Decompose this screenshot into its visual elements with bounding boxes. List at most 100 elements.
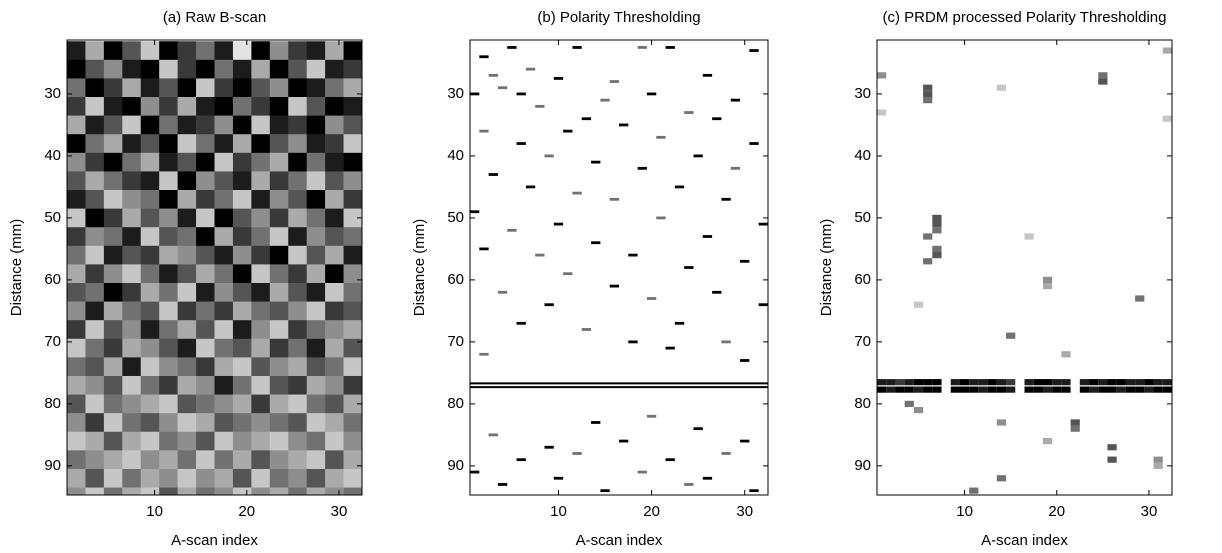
heat-cell	[232, 357, 252, 377]
y-axis-label: Distance (mm)	[8, 219, 25, 317]
heat-cell	[306, 41, 326, 61]
heat-cell	[196, 171, 215, 191]
heat-cell	[214, 375, 234, 395]
heat-cell	[288, 97, 307, 116]
heat-cell	[251, 59, 271, 79]
heat-cell	[251, 394, 271, 414]
heat-cell	[269, 59, 289, 79]
heat-cell	[85, 115, 105, 135]
heat-cell	[122, 338, 142, 358]
heat-cell	[932, 227, 942, 234]
heat-cell	[232, 208, 252, 228]
heat-cell	[343, 41, 363, 61]
heat-cell	[895, 379, 905, 386]
heat-cell	[122, 264, 142, 284]
y-tick-label: 30	[44, 85, 61, 102]
heat-cell	[159, 468, 178, 488]
heat-cell	[251, 208, 271, 228]
heat-cell	[306, 301, 326, 321]
heat-cell	[1024, 386, 1034, 393]
heat-cell	[1024, 379, 1034, 386]
heat-cell	[1135, 295, 1145, 302]
heat-cell	[103, 245, 123, 265]
heat-cell	[214, 487, 234, 496]
plot-frame	[876, 39, 1173, 496]
heat-cell	[288, 338, 307, 358]
heat-cell	[343, 208, 363, 228]
heat-cell	[288, 78, 307, 98]
heat-cell	[196, 78, 215, 98]
heat-cell	[103, 301, 123, 321]
heat-cell	[103, 59, 123, 79]
heat-cell	[749, 489, 759, 493]
heat-cell	[103, 190, 123, 209]
heat-cell	[343, 115, 363, 135]
heat-cell	[609, 284, 619, 288]
heat-cell	[159, 375, 178, 395]
x-axis-label: A-scan index	[576, 532, 663, 549]
heat-cell	[85, 282, 105, 302]
heat-cell	[103, 152, 123, 172]
heat-cell	[343, 264, 363, 284]
heat-cell	[525, 185, 536, 189]
heat-cell	[159, 59, 178, 79]
heat-cell	[122, 78, 142, 98]
heat-cell	[544, 154, 554, 158]
heat-cell	[895, 386, 905, 393]
heat-cell	[343, 338, 363, 358]
heat-cell	[140, 190, 160, 209]
heat-cell	[177, 190, 197, 209]
heat-cell	[177, 152, 197, 172]
heat-cell	[609, 80, 619, 83]
heat-cell	[140, 134, 160, 154]
heat-cell	[251, 301, 271, 321]
heat-cell	[232, 450, 252, 470]
heat-cell	[923, 90, 933, 98]
heat-cell	[251, 357, 271, 377]
heat-cell	[1144, 379, 1154, 386]
heat-cell	[288, 41, 307, 61]
heat-cell	[637, 46, 647, 49]
heat-cell	[196, 59, 215, 79]
heat-cell	[479, 55, 489, 59]
heat-cell	[563, 272, 573, 276]
heat-cell	[343, 487, 363, 496]
heat-cell	[196, 375, 215, 395]
panel-title: (b) Polarity Thresholding	[537, 9, 700, 26]
heat-cell	[288, 59, 307, 79]
heat-cell	[177, 227, 197, 247]
heat-cell	[1116, 379, 1126, 386]
heat-cell	[85, 301, 105, 321]
heat-cell	[325, 171, 344, 191]
heat-cell	[251, 487, 271, 496]
heat-cell	[122, 301, 142, 321]
heat-cell	[1162, 386, 1172, 393]
heat-cell	[67, 190, 86, 209]
heat-cell	[325, 134, 344, 154]
heat-cell	[288, 115, 307, 135]
heat-cell	[214, 115, 234, 135]
heat-cell	[904, 386, 914, 393]
heat-cell	[581, 328, 592, 331]
heat-cell	[269, 450, 289, 470]
heat-cell	[674, 321, 685, 325]
heat-cell	[85, 97, 105, 116]
y-tick-label: 30	[854, 85, 871, 102]
heat-cell	[343, 97, 363, 116]
heat-cell	[269, 282, 289, 302]
heat-cell	[913, 301, 924, 308]
heat-cell	[67, 245, 86, 265]
heat-cell	[159, 357, 178, 377]
heat-cell	[343, 468, 363, 488]
heat-cell	[103, 208, 123, 228]
heat-cell	[103, 357, 123, 377]
heat-cell	[343, 375, 363, 395]
heat-cell	[159, 208, 178, 228]
heat-cell	[214, 338, 234, 358]
heat-cell	[140, 413, 160, 433]
heat-cell	[674, 185, 685, 189]
heat-cell	[140, 97, 160, 116]
heat-cell	[122, 487, 142, 496]
heat-cell	[1135, 379, 1145, 386]
heat-cell	[140, 41, 160, 61]
